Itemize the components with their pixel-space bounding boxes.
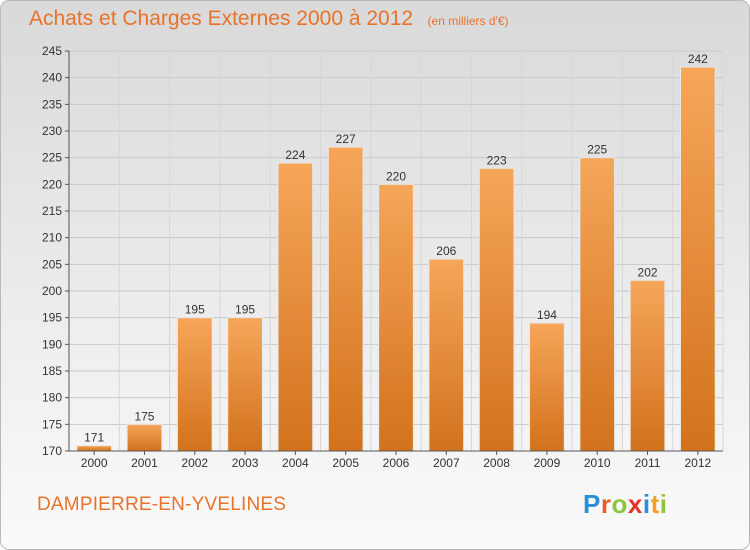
value-label-2003: 195 — [235, 303, 255, 317]
value-label-2006: 220 — [386, 169, 406, 183]
category-label-2010: 2010 — [584, 456, 611, 470]
bar-2003 — [227, 317, 263, 452]
y-tick-label: 175 — [42, 417, 62, 431]
value-label-2001: 175 — [134, 409, 154, 423]
value-label-2009: 194 — [537, 308, 557, 322]
y-tick-label: 200 — [42, 284, 62, 298]
bar-2004 — [277, 162, 314, 452]
logo-letter: i — [642, 489, 651, 519]
value-label-2012: 242 — [688, 52, 708, 66]
logo-letter: P — [583, 489, 601, 519]
category-label-2011: 2011 — [635, 456, 661, 470]
y-tick-label: 170 — [42, 444, 62, 458]
bar-2009 — [529, 322, 565, 452]
logo-letter: i — [659, 489, 668, 519]
y-tick-label: 240 — [42, 71, 62, 85]
logo-letter: o — [611, 489, 628, 519]
bar-2007 — [428, 258, 465, 452]
category-label-2000: 2000 — [81, 456, 108, 470]
y-tick-label: 210 — [42, 231, 62, 245]
category-label-2008: 2008 — [483, 456, 510, 470]
category-label-2004: 2004 — [282, 456, 309, 470]
chart-subtitle: (en milliers d'€) — [427, 14, 509, 28]
y-tick-label: 235 — [42, 97, 62, 111]
value-label-2011: 202 — [638, 265, 658, 279]
y-tick-label: 245 — [42, 44, 62, 58]
value-label-2004: 224 — [285, 148, 305, 162]
proxiti-logo[interactable]: Proxiti — [583, 489, 667, 520]
logo-letter: r — [600, 489, 612, 519]
category-label-2012: 2012 — [684, 456, 711, 470]
bar-2011 — [629, 279, 666, 452]
y-tick-label: 215 — [42, 204, 62, 218]
value-label-2000: 171 — [84, 431, 104, 445]
bar-2006 — [378, 183, 414, 452]
bar-2000 — [76, 445, 113, 452]
category-label-2003: 2003 — [232, 456, 259, 470]
bar-2002 — [176, 317, 213, 452]
y-tick-label: 220 — [42, 177, 62, 191]
bar-2010 — [579, 157, 616, 452]
bar-2005 — [327, 146, 364, 452]
bar-2008 — [478, 167, 515, 452]
y-tick-label: 195 — [42, 311, 62, 325]
location-name: DAMPIERRE-EN-YVELINES — [37, 494, 287, 515]
y-tick-label: 190 — [42, 337, 62, 351]
y-tick-label: 225 — [42, 151, 62, 165]
y-tick-label: 185 — [42, 364, 62, 378]
value-label-2010: 225 — [587, 143, 607, 157]
category-label-2001: 2001 — [131, 456, 158, 470]
logo-letter: t — [650, 489, 660, 519]
bar-2012 — [679, 66, 716, 452]
value-label-2008: 223 — [487, 153, 507, 167]
value-label-2005: 227 — [336, 132, 356, 146]
y-tick-label: 230 — [42, 124, 62, 138]
category-label-2002: 2002 — [181, 456, 208, 470]
category-label-2009: 2009 — [534, 456, 561, 470]
y-tick-label: 205 — [42, 257, 62, 271]
category-label-2007: 2007 — [433, 456, 460, 470]
value-label-2007: 206 — [436, 244, 456, 258]
chart-title: Achats et Charges Externes 2000 à 2012 — [29, 7, 414, 30]
category-label-2006: 2006 — [383, 456, 410, 470]
logo-letter: x — [627, 489, 643, 519]
category-label-2005: 2005 — [332, 456, 359, 470]
title-row: Achats et Charges Externes 2000 à 2012 (… — [29, 7, 509, 31]
value-label-2002: 195 — [185, 303, 205, 317]
y-tick-label: 180 — [42, 391, 62, 405]
bar-2001 — [126, 423, 163, 452]
